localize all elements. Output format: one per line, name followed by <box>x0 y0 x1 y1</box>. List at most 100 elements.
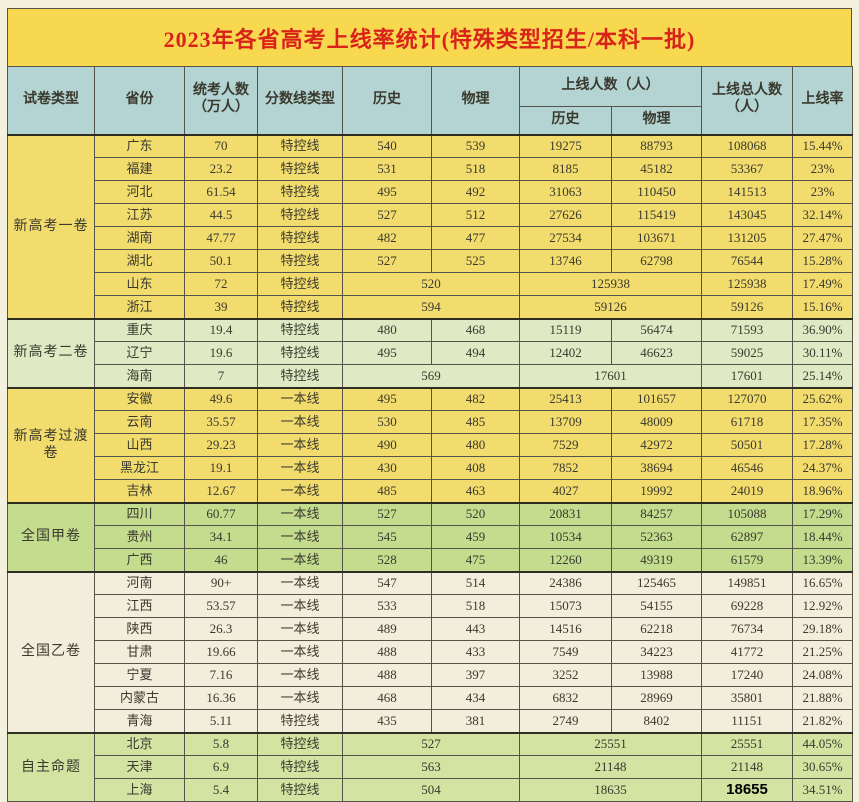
group-label: 全国甲卷 <box>7 501 95 572</box>
cell-rate: 18.96% <box>792 479 853 503</box>
cell-candidates: 5.4 <box>184 778 258 802</box>
group-label: 新高考二卷 <box>7 317 95 388</box>
table-row: 吉林 12.67 一本线 485 463 4027 19992 24019 18.96% <box>8 479 853 503</box>
cell-province: 安徽 <box>94 386 185 411</box>
cell-province: 河北 <box>94 180 185 204</box>
cell-total: 76734 <box>701 617 793 641</box>
cell-rate: 15.28% <box>792 249 853 273</box>
cell-province: 青海 <box>94 709 185 733</box>
cell-total: 17240 <box>701 663 793 687</box>
cell-line-type: 一本线 <box>257 479 343 503</box>
cell-total: 69228 <box>701 594 793 618</box>
cell-rate: 12.92% <box>792 594 853 618</box>
cell-province: 河南 <box>94 570 185 595</box>
cell-province: 天津 <box>94 755 185 779</box>
cell-total: 71593 <box>701 317 793 342</box>
cell-line-type: 特控线 <box>257 249 343 273</box>
cell-physics-score: 433 <box>431 640 520 664</box>
cell-candidates: 19.6 <box>184 341 258 365</box>
cell-physics-score: 468 <box>431 317 520 342</box>
col-header-rate: 上线率 <box>792 66 853 135</box>
table-row: 甘肃 19.66 一本线 488 433 7549 34223 41772 21.25% <box>8 640 853 664</box>
cell-physics-score: 459 <box>431 525 520 549</box>
cell-history-score: 485 <box>342 479 432 503</box>
cell-province: 内蒙古 <box>94 686 185 710</box>
cell-province: 吉林 <box>94 479 185 503</box>
cell-candidates: 72 <box>184 272 258 296</box>
cell-online-history: 13746 <box>519 249 612 273</box>
cell-physics-score: 443 <box>431 617 520 641</box>
cell-score-merged: 563 <box>342 755 520 779</box>
cell-online-physics: 46623 <box>611 341 702 365</box>
cell-online-physics: 62218 <box>611 617 702 641</box>
table-row: 自主命题 北京 5.8 特控线 527 25551 25551 44.05% <box>7 731 853 802</box>
cell-candidates: 23.2 <box>184 157 258 181</box>
cell-total: 53367 <box>701 157 793 181</box>
cell-physics-score: 485 <box>431 410 520 434</box>
cell-line-type: 特控线 <box>257 226 343 250</box>
cell-score-merged: 504 <box>342 778 520 802</box>
cell-line-type: 一本线 <box>257 548 343 572</box>
cell-online-history: 25413 <box>519 386 612 411</box>
cell-history-score: 528 <box>342 548 432 572</box>
cell-province: 辽宁 <box>94 341 185 365</box>
cell-history-score: 488 <box>342 663 432 687</box>
cell-total: 125938 <box>701 272 793 296</box>
cell-history-score: 490 <box>342 433 432 457</box>
cell-history-score: 547 <box>342 570 432 595</box>
cell-rate: 17.49% <box>792 272 853 296</box>
cell-province: 山西 <box>94 433 185 457</box>
cell-line-type: 一本线 <box>257 686 343 710</box>
cell-rate: 17.35% <box>792 410 853 434</box>
cell-rate: 15.44% <box>792 133 853 158</box>
cell-online-merged: 25551 <box>519 731 702 756</box>
cell-physics-score: 525 <box>431 249 520 273</box>
cell-online-physics: 52363 <box>611 525 702 549</box>
cell-online-physics: 45182 <box>611 157 702 181</box>
cell-total: 127070 <box>701 386 793 411</box>
cell-candidates: 49.6 <box>184 386 258 411</box>
table-row: 陕西 26.3 一本线 489 443 14516 62218 76734 29.18% <box>8 617 853 641</box>
cell-candidates: 61.54 <box>184 180 258 204</box>
cell-candidates: 90+ <box>184 570 258 595</box>
cell-total: 18655 <box>701 778 793 802</box>
cell-online-physics: 38694 <box>611 456 702 480</box>
cell-online-history: 12260 <box>519 548 612 572</box>
cell-rate: 25.62% <box>792 386 853 411</box>
stats-table: 试卷类型 省份 统考人数 （万人） 分数线类型 历史 物理 上线人数（人） 上线… <box>7 66 853 802</box>
header-row-sub: 历史 物理 <box>8 106 853 136</box>
cell-online-history: 31063 <box>519 180 612 204</box>
cell-rate: 30.65% <box>792 755 853 779</box>
cell-province: 贵州 <box>94 525 185 549</box>
cell-total: 105088 <box>701 501 793 526</box>
cell-line-type: 一本线 <box>257 386 343 411</box>
cell-province: 甘肃 <box>94 640 185 664</box>
cell-province: 山东 <box>94 272 185 296</box>
cell-line-type: 特控线 <box>257 272 343 296</box>
cell-province: 浙江 <box>94 295 185 319</box>
cell-history-score: 488 <box>342 640 432 664</box>
col-header-line-type: 分数线类型 <box>257 66 343 135</box>
cell-history-score: 489 <box>342 617 432 641</box>
table-row: 全国甲卷 四川 60.77 一本线 527 520 20831 84257 105088 17.2… <box>7 501 853 572</box>
cell-online-history: 20831 <box>519 501 612 526</box>
cell-online-history: 15119 <box>519 317 612 342</box>
cell-line-type: 特控线 <box>257 317 343 342</box>
cell-online-physics: 103671 <box>611 226 702 250</box>
cell-online-history: 14516 <box>519 617 612 641</box>
cell-total: 61718 <box>701 410 793 434</box>
cell-physics-score: 482 <box>431 386 520 411</box>
cell-total: 108068 <box>701 133 793 158</box>
cell-province: 北京 <box>94 731 185 756</box>
cell-physics-score: 492 <box>431 180 520 204</box>
table-row: 全国乙卷 河南 90+ 一本线 547 514 24386 125465 149851 16.65… <box>7 570 853 733</box>
cell-online-history: 13709 <box>519 410 612 434</box>
table-row: 湖南 47.77 特控线 482 477 27534 103671 131205 27.47% <box>8 226 853 250</box>
cell-province: 广西 <box>94 548 185 572</box>
cell-score-merged: 527 <box>342 731 520 756</box>
table-row: 广西 46 一本线 528 475 12260 49319 61579 13.39% <box>8 548 853 572</box>
cell-candidates: 5.11 <box>184 709 258 733</box>
cell-line-type: 一本线 <box>257 663 343 687</box>
cell-province: 广东 <box>94 133 185 158</box>
cell-history-score: 468 <box>342 686 432 710</box>
